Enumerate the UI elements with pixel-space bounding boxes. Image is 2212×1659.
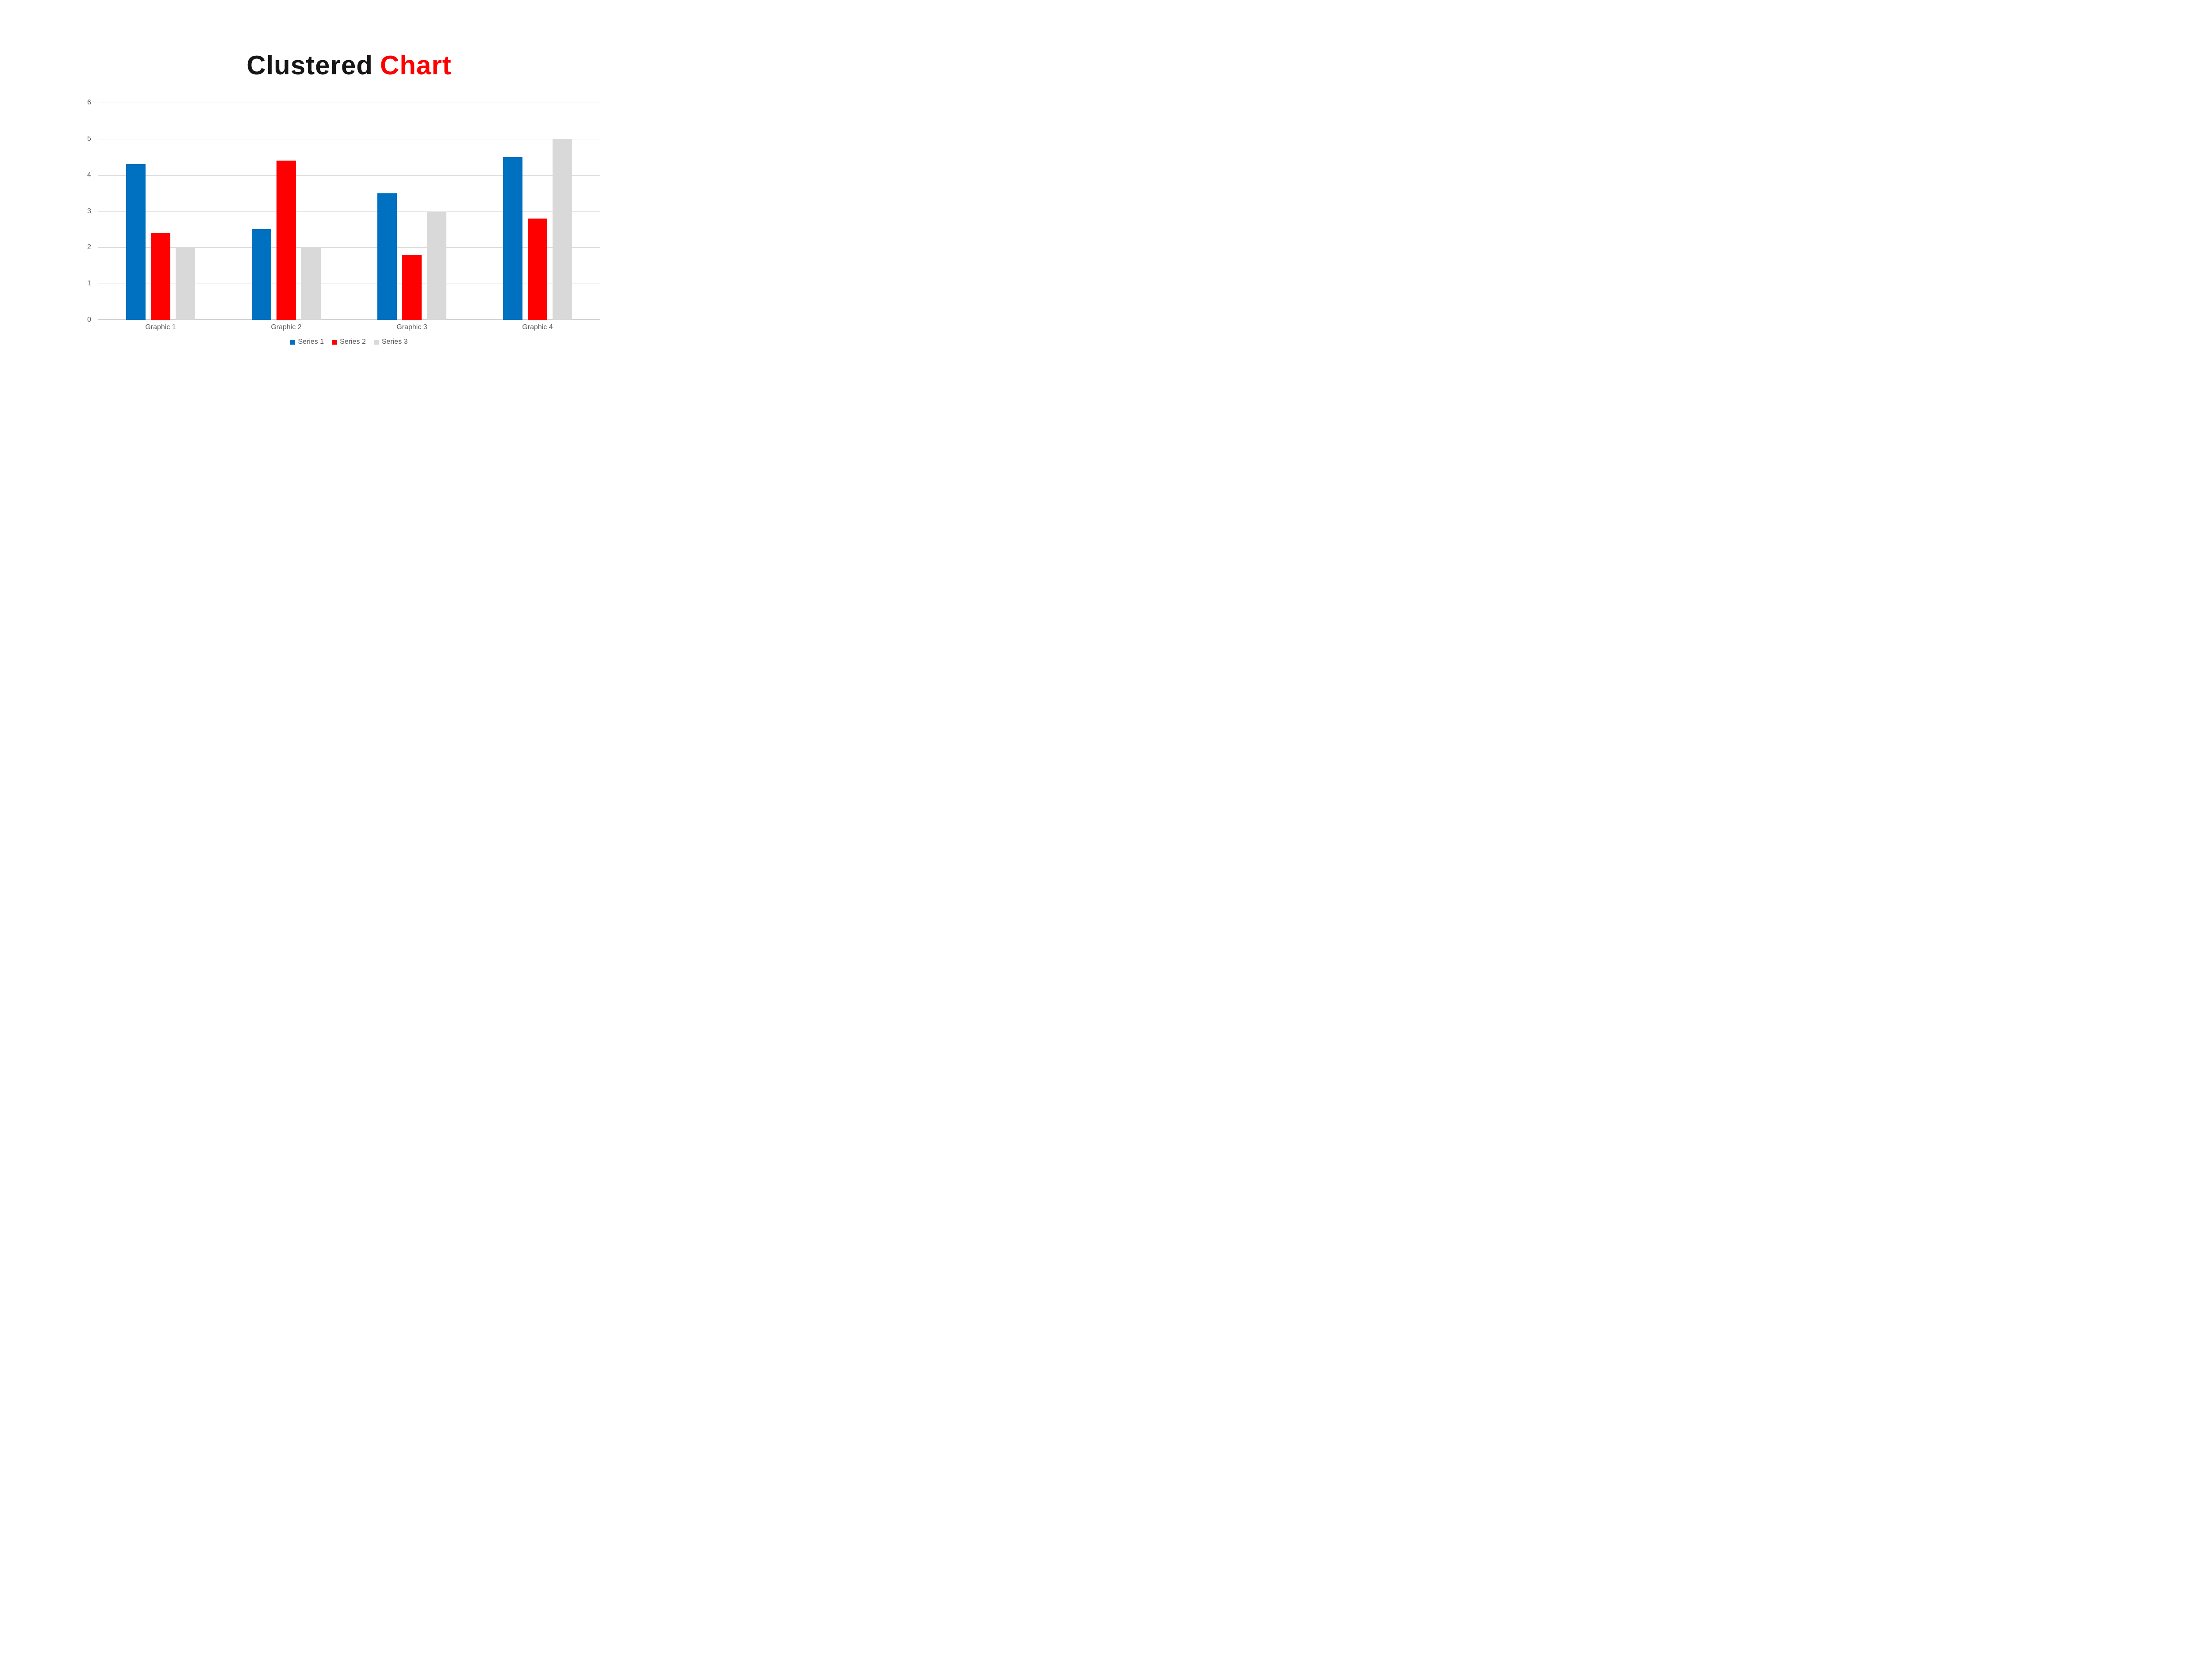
bar-series1-category3 [377, 193, 397, 320]
bar-series3-category4 [553, 138, 572, 320]
y-tick-label-2: 2 [87, 243, 91, 251]
bar-cluster-4 [475, 103, 600, 320]
bar-cluster-3 [349, 103, 475, 320]
y-tick-label-4: 4 [87, 171, 91, 179]
y-tick-label-6: 6 [87, 99, 91, 106]
y-axis-labels: 0 1 2 3 4 5 6 [0, 99, 91, 323]
y-tick-label-0: 0 [87, 316, 91, 323]
chart-title-word-chart: Chart [380, 50, 452, 80]
gridline-y2 [98, 247, 600, 248]
x-axis-baseline [98, 319, 600, 320]
legend-swatch-icon [290, 339, 296, 345]
bar-series3-category2 [301, 247, 321, 320]
legend-swatch-icon [332, 339, 338, 345]
bar-series1-category4 [503, 157, 522, 320]
x-category-label-2: Graphic 2 [271, 323, 302, 331]
legend: Series 1 Series 2 Series 3 [98, 337, 600, 347]
bar-series2-category4 [528, 218, 547, 320]
chart-title-word-clustered: Clustered [246, 50, 373, 80]
y-tick-label-5: 5 [87, 134, 91, 142]
bar-cluster-1 [98, 103, 223, 320]
legend-item-1: Series 1 [290, 337, 324, 347]
chart-title: Clustered Chart [98, 50, 600, 81]
bar-series2-category2 [276, 160, 296, 320]
legend-label: Series 2 [340, 338, 366, 346]
x-category-label-1: Graphic 1 [145, 323, 176, 331]
x-axis-labels: Graphic 1 Graphic 2 Graphic 3 Graphic 4 [98, 323, 600, 332]
x-category-label-3: Graphic 3 [396, 323, 427, 331]
legend-label: Series 1 [298, 338, 324, 346]
bar-series1-category2 [252, 229, 271, 320]
legend-item-3: Series 3 [374, 337, 408, 347]
legend-swatch-icon [374, 339, 379, 345]
bar-series2-category1 [151, 233, 170, 320]
plot-area [98, 103, 600, 320]
bar-series3-category1 [176, 247, 195, 320]
legend-item-2: Series 2 [332, 337, 366, 347]
gridline-y4 [98, 175, 600, 176]
y-tick-label-1: 1 [87, 280, 91, 288]
legend-label: Series 3 [381, 338, 408, 346]
bar-series2-category3 [402, 254, 422, 320]
bar-cluster-2 [223, 103, 349, 320]
bar-series3-category3 [427, 211, 446, 320]
x-category-label-4: Graphic 4 [522, 323, 553, 331]
bar-series1-category1 [126, 164, 146, 320]
gridline-y3 [98, 211, 600, 212]
y-tick-label-3: 3 [87, 207, 91, 215]
